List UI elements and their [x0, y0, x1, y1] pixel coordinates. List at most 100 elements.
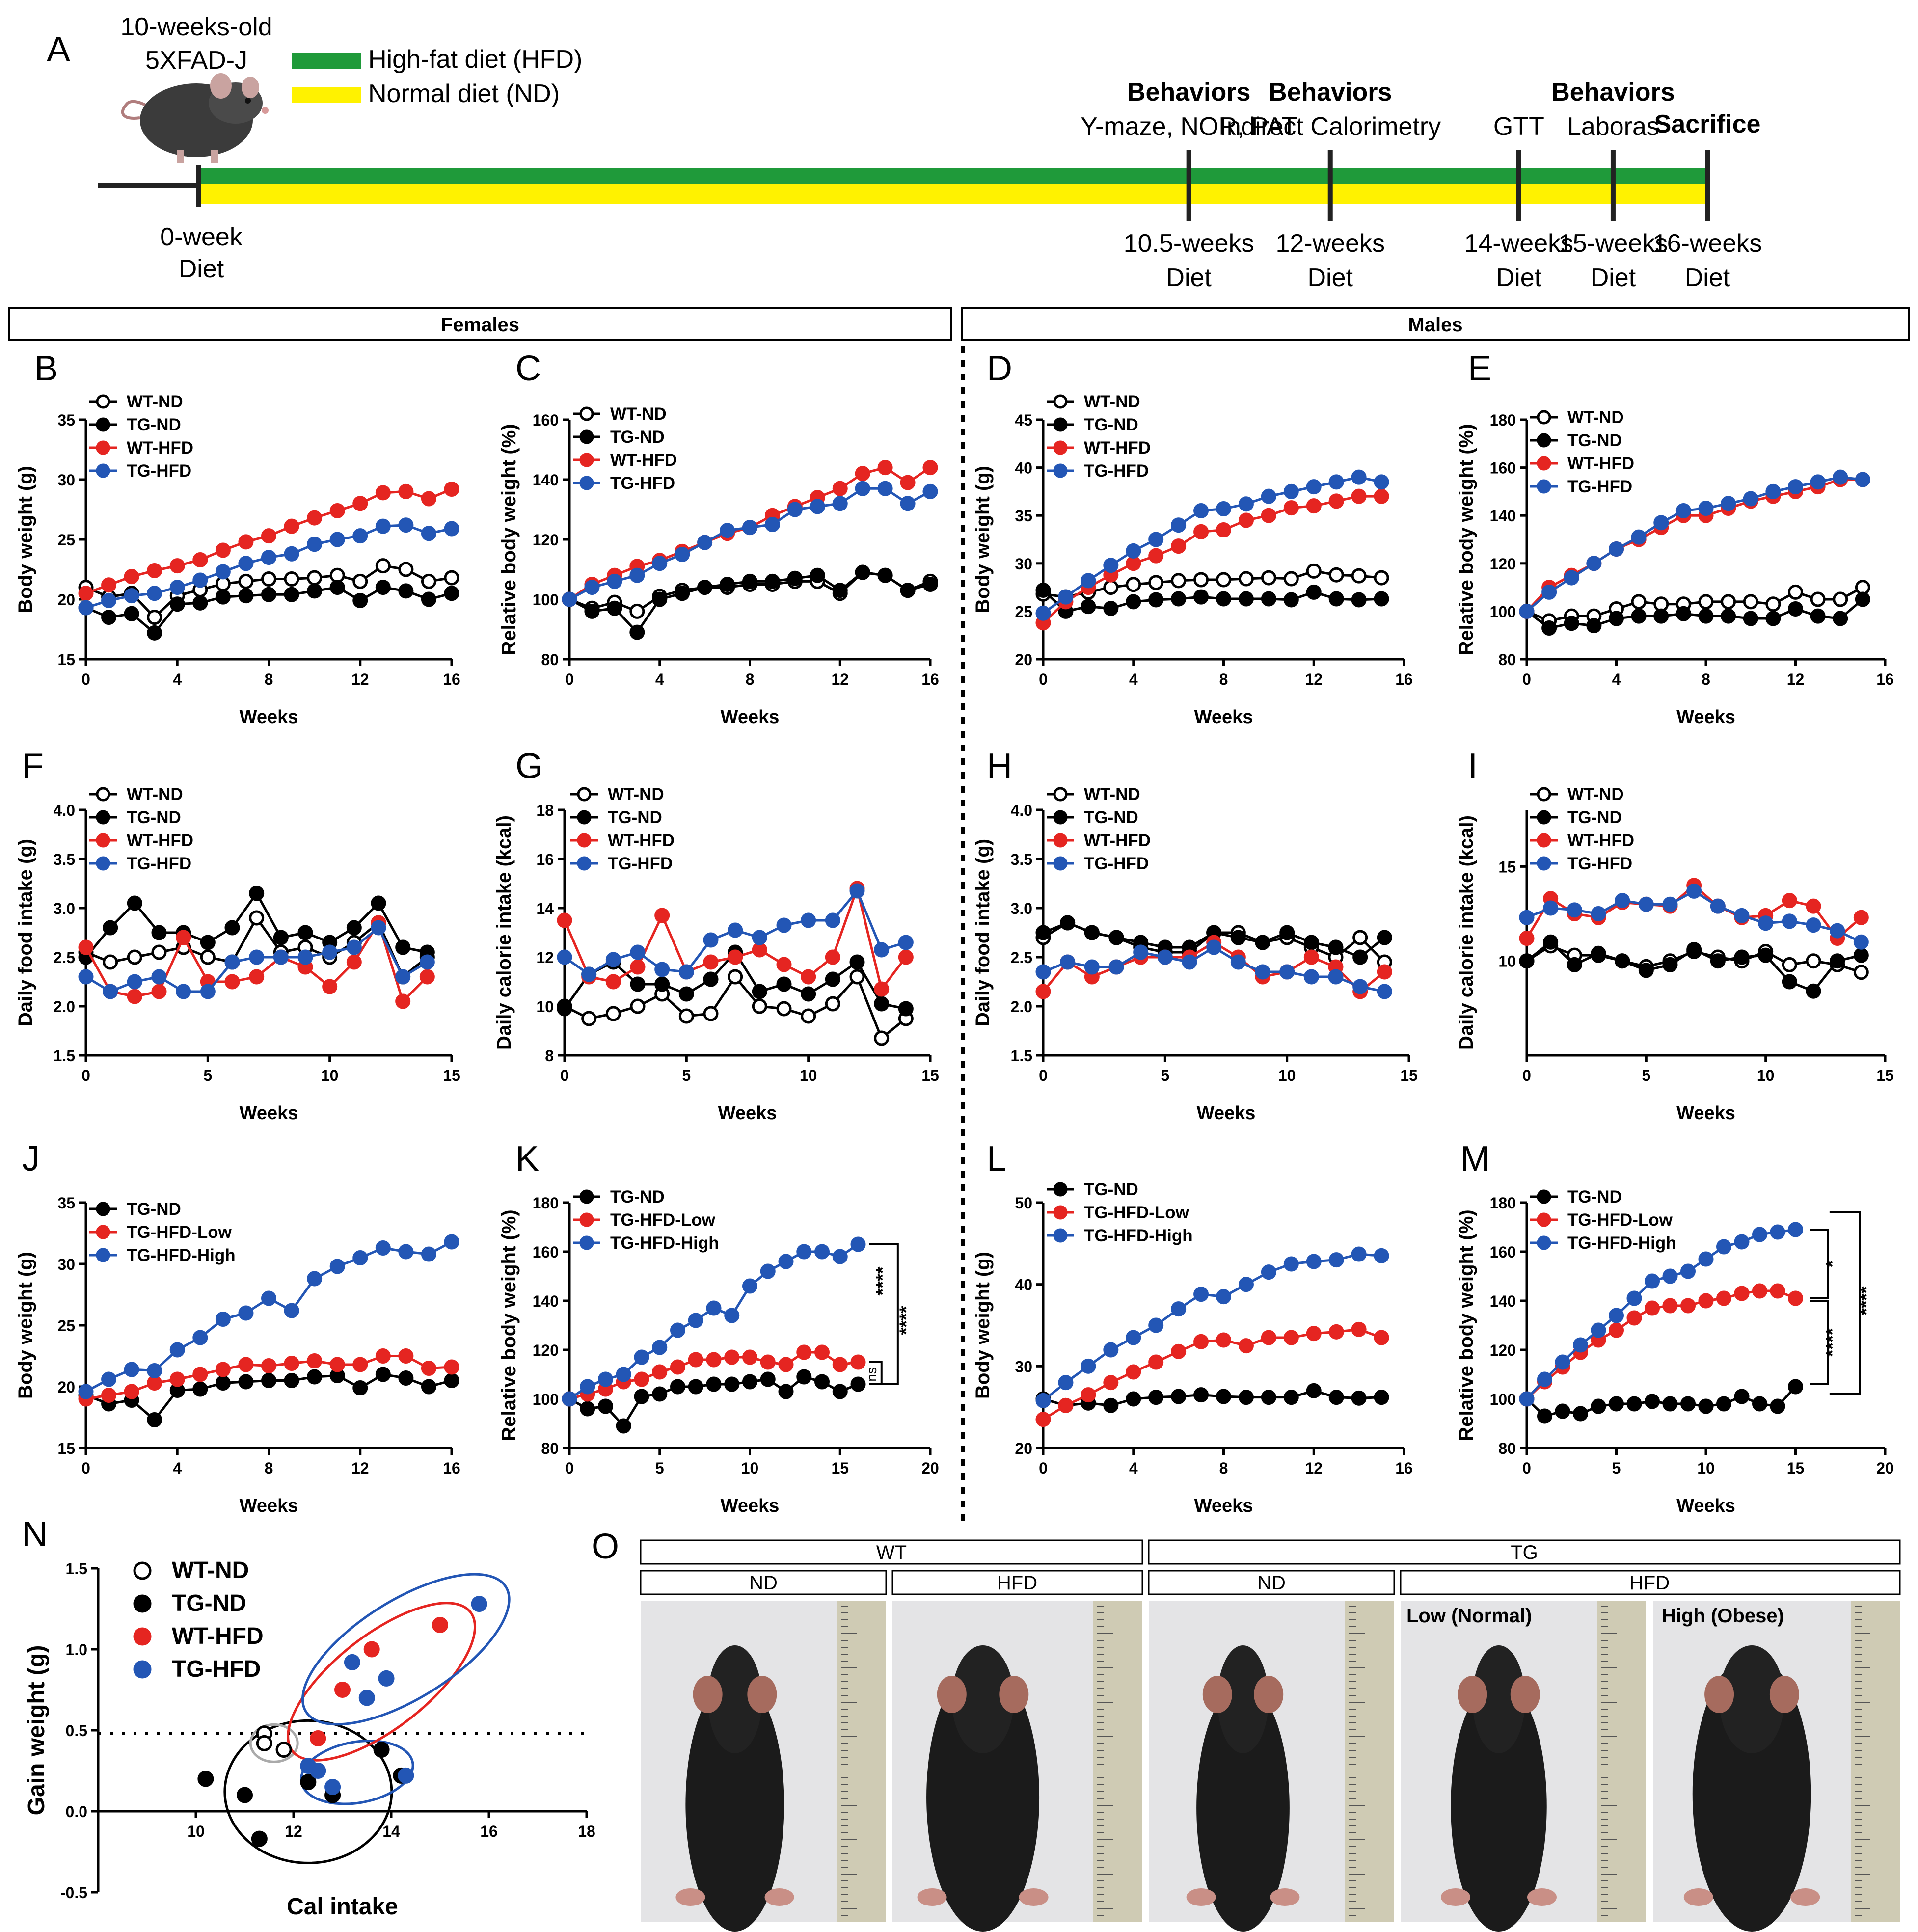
- x-tick-label: 8: [265, 671, 273, 688]
- timeline-event-title: Behaviors: [1551, 78, 1675, 107]
- legend-marker: [96, 394, 110, 409]
- y-tick-label: 30: [1015, 1358, 1032, 1375]
- data-point-tg-hfd: [1853, 934, 1869, 950]
- data-point-wt-hfd: [703, 954, 719, 970]
- data-point-tg-nd: [630, 976, 646, 992]
- panel-letter-M: M: [1460, 1139, 1490, 1179]
- y-axis-title: Relative body weight (%): [1456, 1209, 1477, 1441]
- data-point-tg-nd: [1675, 606, 1691, 621]
- data-point-wt-hfd: [922, 460, 938, 476]
- x-tick-label: 0: [560, 1067, 569, 1084]
- data-point-wt-nd: [1193, 572, 1209, 588]
- series-line-tg-hfd: [1042, 476, 1382, 615]
- data-point-tg-hfd: [78, 969, 94, 985]
- timeline-hfd-bar: [199, 168, 1710, 184]
- data-point-tg-nd: [900, 583, 916, 598]
- data-point-wt-nd: [752, 998, 767, 1014]
- data-point-tg-nd: [307, 1369, 323, 1385]
- data-point-tg-hfd: [147, 586, 162, 601]
- data-point-tg-hfd: [825, 912, 840, 928]
- data-point-tg-nd: [238, 1374, 254, 1390]
- data-point-tg-hfd-low: [1216, 1332, 1231, 1348]
- data-point-tg-hfd-low: [1283, 1330, 1299, 1345]
- panel-letter-D: D: [987, 349, 1012, 388]
- data-point-tg-nd: [1103, 1397, 1119, 1413]
- photo-sub-wt-nd: ND: [749, 1572, 778, 1594]
- data-point-tg-hfd: [1806, 917, 1821, 933]
- data-point-tg-hfd-high: [1035, 1393, 1051, 1408]
- significance-label: ****: [1856, 1286, 1877, 1315]
- chart-M: M 80 100 120 140 160 180 0 5 10 15 20 Weeks Relative …: [1456, 1139, 1894, 1516]
- data-point-tg-hfd: [1653, 515, 1669, 531]
- legend-label: TG-HFD-Low: [1084, 1203, 1189, 1222]
- data-point-wt-nd: [398, 562, 414, 577]
- data-point-tg-nd: [1035, 582, 1051, 598]
- legend-marker: [96, 417, 110, 432]
- data-point-tg-nd: [814, 1374, 830, 1390]
- mouse-paw: [1527, 1888, 1557, 1906]
- data-point-wt-nd: [1631, 594, 1647, 610]
- x-tick-label: 4: [655, 671, 664, 688]
- legend-label: WT-ND: [1084, 392, 1140, 411]
- y-tick-label: 15: [57, 651, 75, 669]
- data-point-wt-hfd: [1035, 984, 1051, 999]
- data-point-tg-hfd-low: [1148, 1354, 1164, 1370]
- data-point-tg-nd: [742, 573, 757, 589]
- data-point-wt-hfd: [1238, 512, 1254, 528]
- data-point-tg-hfd-low: [1716, 1290, 1731, 1306]
- data-point-tg-nd: [898, 1001, 914, 1017]
- data-point-wt-hfd: [421, 491, 436, 507]
- legend-marker: [1053, 1182, 1068, 1197]
- legend-marker: [1537, 1189, 1551, 1204]
- y-tick-label: 15: [1498, 858, 1516, 876]
- y-axis-title: Relative body weight (%): [498, 1209, 520, 1441]
- legend-marker: [1537, 810, 1551, 825]
- data-point-tg-hfd-low: [1788, 1290, 1803, 1306]
- photo-panel: O WT TG ND HFD ND HFD Low (Normal) High …: [592, 1527, 1901, 1932]
- photo-sub-tg-nd: ND: [1257, 1572, 1286, 1594]
- data-point-tg-nd: [1108, 930, 1124, 945]
- x-tick-label: 18: [578, 1823, 595, 1840]
- x-tick-label: 15: [443, 1067, 460, 1084]
- data-point-tg-nd: [724, 1376, 740, 1392]
- x-tick-label: 5: [1161, 1067, 1169, 1084]
- data-point-tg-nd: [1743, 611, 1758, 626]
- photo-sub-wt-nd-box: [640, 1570, 887, 1595]
- data-point-tg-hfd-low: [1103, 1375, 1119, 1391]
- legend-label: WT-ND: [610, 404, 667, 424]
- data-point-tg-hfd-low: [398, 1348, 414, 1364]
- data-point-tg-hfd-high: [101, 1371, 117, 1387]
- data-point-wt-hfd: [147, 563, 162, 578]
- mouse-head: [951, 1645, 1014, 1753]
- x-tick-label: 0: [1522, 671, 1531, 688]
- data-point-tg-nd: [103, 920, 118, 936]
- data-point-wt-hfd: [874, 981, 890, 997]
- legend-marker: [579, 1189, 594, 1204]
- data-point-wt-hfd: [630, 959, 646, 975]
- legend-label: TG-HFD: [610, 474, 675, 493]
- data-point-tg-nd: [1148, 592, 1164, 608]
- legend-label: TG-HFD: [1084, 854, 1149, 873]
- data-point-tg-hfd: [1788, 479, 1803, 495]
- data-point-tg-hfd: [1519, 603, 1535, 619]
- data-point-tg-nd: [670, 1379, 685, 1395]
- y-tick-label: 0.0: [66, 1803, 87, 1821]
- x-tick-label: 10: [1278, 1067, 1296, 1084]
- timeline-event-title: Sacrifice: [1654, 110, 1761, 138]
- data-point-tg-nd: [238, 588, 254, 604]
- y-tick-label: 80: [541, 651, 559, 669]
- data-point-tg-hfd-high: [1716, 1239, 1731, 1255]
- timeline-event-diet: Diet: [1308, 264, 1353, 292]
- data-point-tg-hfd-high: [1555, 1354, 1570, 1370]
- data-point-tg-nd: [1261, 591, 1276, 607]
- legend-label: WT-HFD: [1084, 438, 1151, 457]
- mouse-head: [1472, 1645, 1525, 1753]
- y-tick-label: 140: [1490, 1292, 1516, 1310]
- series-line-tg-nd: [1526, 598, 1864, 630]
- data-point-wt-nd: [1328, 567, 1344, 583]
- data-point-tg-nd: [1351, 1390, 1367, 1406]
- data-point-tg-hfd-low: [634, 1371, 649, 1387]
- data-point-tg-nd: [1686, 942, 1702, 958]
- data-point-wt-nd: [1352, 930, 1368, 945]
- x-tick-label: 8: [1219, 1459, 1228, 1477]
